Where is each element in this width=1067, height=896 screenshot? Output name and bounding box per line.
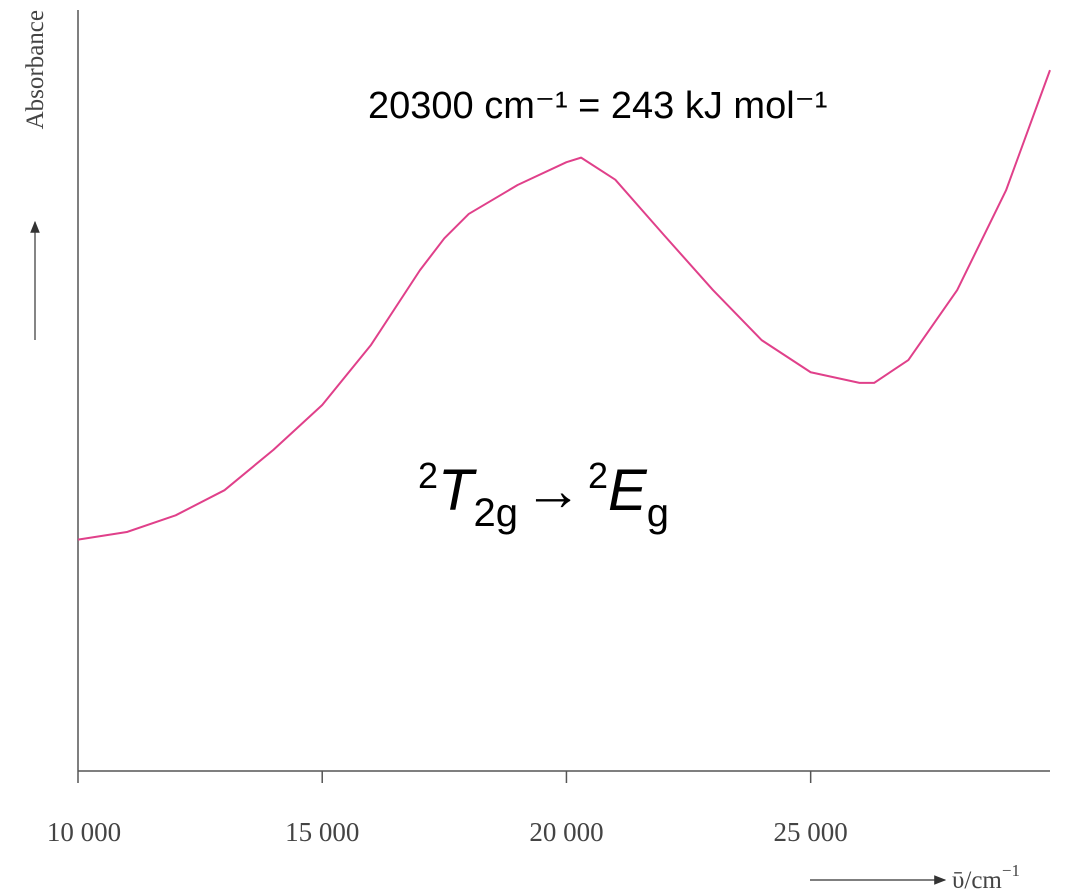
arrow: → xyxy=(524,458,582,523)
term: E xyxy=(608,458,648,523)
sup: 2 xyxy=(588,455,608,496)
x-label-sup: −1 xyxy=(1002,861,1020,880)
y-label: Absorbance xyxy=(22,10,49,129)
x-tick-label: 10 000 xyxy=(47,817,121,847)
x-tick-label: 20 000 xyxy=(529,817,603,847)
term: T xyxy=(438,458,477,523)
transition: 2T2g → 2Eg xyxy=(418,455,669,535)
annotation: 20300 cm⁻¹ = 243 kJ mol⁻¹ xyxy=(368,85,827,127)
line xyxy=(77,69,1051,541)
x-tick-label: 25 000 xyxy=(774,817,848,847)
x-label: ῡ/cm−1 xyxy=(952,861,1020,894)
x-tick-label: 15 000 xyxy=(285,817,359,847)
x-label-text: ῡ/cm xyxy=(952,867,1002,894)
sub: 2g xyxy=(473,491,518,535)
sub: g xyxy=(647,491,669,535)
sup: 2 xyxy=(418,455,438,496)
